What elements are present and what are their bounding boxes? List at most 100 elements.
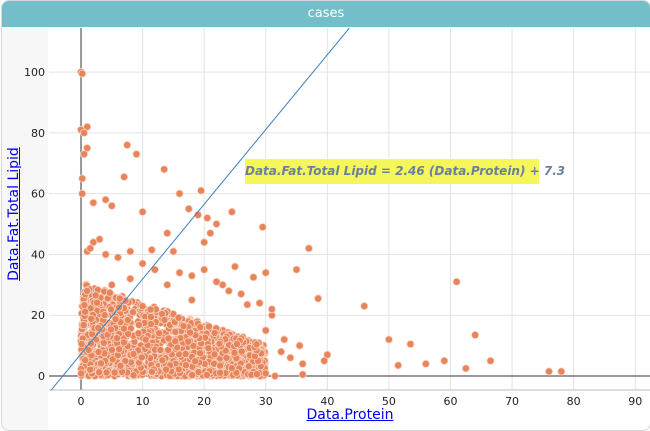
data-point[interactable] — [230, 262, 239, 271]
data-point[interactable] — [295, 341, 304, 350]
data-point[interactable] — [261, 326, 270, 335]
data-point[interactable] — [80, 301, 89, 310]
data-point[interactable] — [128, 308, 137, 317]
data-point[interactable] — [261, 369, 270, 378]
data-point[interactable] — [175, 189, 184, 198]
data-point[interactable] — [107, 280, 116, 289]
data-point[interactable] — [147, 245, 156, 254]
data-point[interactable] — [171, 337, 180, 346]
data-point[interactable] — [120, 172, 129, 181]
data-point[interactable] — [212, 220, 221, 229]
data-point[interactable] — [286, 353, 295, 362]
data-point[interactable] — [471, 330, 480, 339]
data-point[interactable] — [204, 344, 213, 353]
data-point[interactable] — [196, 349, 205, 358]
data-point[interactable] — [126, 274, 135, 283]
data-point[interactable] — [94, 348, 103, 357]
data-point[interactable] — [156, 346, 165, 355]
data-point[interactable] — [111, 315, 120, 324]
data-point[interactable] — [360, 302, 369, 311]
x-axis-label[interactable]: Data.Protein — [306, 407, 394, 423]
data-point[interactable] — [126, 247, 135, 256]
data-point[interactable] — [320, 356, 329, 365]
data-point[interactable] — [107, 305, 116, 314]
data-point[interactable] — [232, 339, 241, 348]
data-point[interactable] — [129, 349, 138, 358]
data-point[interactable] — [123, 141, 132, 150]
data-point[interactable] — [243, 300, 252, 309]
data-point[interactable] — [101, 250, 110, 259]
data-point[interactable] — [191, 357, 200, 366]
data-point[interactable] — [210, 350, 219, 359]
data-point[interactable] — [163, 280, 172, 289]
data-point[interactable] — [384, 335, 393, 344]
data-point[interactable] — [267, 305, 276, 314]
data-point[interactable] — [230, 348, 239, 357]
data-point[interactable] — [132, 150, 141, 159]
data-point[interactable] — [78, 69, 87, 78]
data-point[interactable] — [179, 322, 188, 331]
data-point[interactable] — [80, 128, 89, 137]
data-point[interactable] — [79, 321, 88, 330]
data-point[interactable] — [210, 329, 219, 338]
data-point[interactable] — [314, 294, 323, 303]
data-point[interactable] — [298, 359, 307, 368]
data-point[interactable] — [175, 268, 184, 277]
data-point[interactable] — [97, 359, 106, 368]
data-point[interactable] — [137, 353, 146, 362]
data-point[interactable] — [486, 356, 495, 365]
data-point[interactable] — [86, 244, 95, 253]
data-point[interactable] — [222, 353, 231, 362]
data-point[interactable] — [134, 329, 143, 338]
data-point[interactable] — [158, 356, 167, 365]
data-point[interactable] — [255, 299, 264, 308]
data-point[interactable] — [545, 367, 554, 376]
data-point[interactable] — [184, 204, 193, 213]
data-point[interactable] — [124, 330, 133, 339]
data-point[interactable] — [203, 213, 212, 222]
data-point[interactable] — [421, 359, 430, 368]
data-point[interactable] — [81, 307, 90, 316]
data-point[interactable] — [106, 325, 115, 334]
data-point[interactable] — [298, 370, 307, 379]
data-point[interactable] — [171, 327, 180, 336]
data-point[interactable] — [87, 314, 96, 323]
data-point[interactable] — [108, 355, 117, 364]
data-point[interactable] — [452, 277, 461, 286]
data-point[interactable] — [164, 334, 173, 343]
data-point[interactable] — [200, 238, 209, 247]
data-point[interactable] — [86, 365, 95, 374]
data-point[interactable] — [187, 296, 196, 305]
data-point[interactable] — [174, 365, 183, 374]
data-point[interactable] — [138, 207, 147, 216]
data-point[interactable] — [557, 367, 566, 376]
data-point[interactable] — [115, 294, 124, 303]
data-point[interactable] — [80, 150, 89, 159]
data-point[interactable] — [216, 361, 225, 370]
data-point[interactable] — [138, 259, 147, 268]
data-point[interactable] — [163, 229, 172, 238]
data-point[interactable] — [196, 323, 205, 332]
data-point[interactable] — [91, 291, 100, 300]
data-point[interactable] — [237, 347, 246, 356]
data-point[interactable] — [81, 356, 90, 365]
data-point[interactable] — [119, 324, 128, 333]
data-point[interactable] — [188, 370, 197, 379]
data-point[interactable] — [215, 339, 224, 348]
data-point[interactable] — [89, 198, 98, 207]
data-point[interactable] — [184, 337, 193, 346]
data-point[interactable] — [160, 315, 169, 324]
data-point[interactable] — [146, 313, 155, 322]
data-point[interactable] — [83, 286, 92, 295]
data-point[interactable] — [102, 368, 111, 377]
data-point[interactable] — [258, 223, 267, 232]
data-point[interactable] — [227, 207, 236, 216]
data-point[interactable] — [261, 268, 270, 277]
data-point[interactable] — [110, 368, 119, 377]
data-point[interactable] — [212, 277, 221, 286]
data-point[interactable] — [78, 189, 87, 198]
data-point[interactable] — [160, 165, 169, 174]
data-point[interactable] — [186, 328, 195, 337]
data-point[interactable] — [141, 335, 150, 344]
data-point[interactable] — [394, 361, 403, 370]
